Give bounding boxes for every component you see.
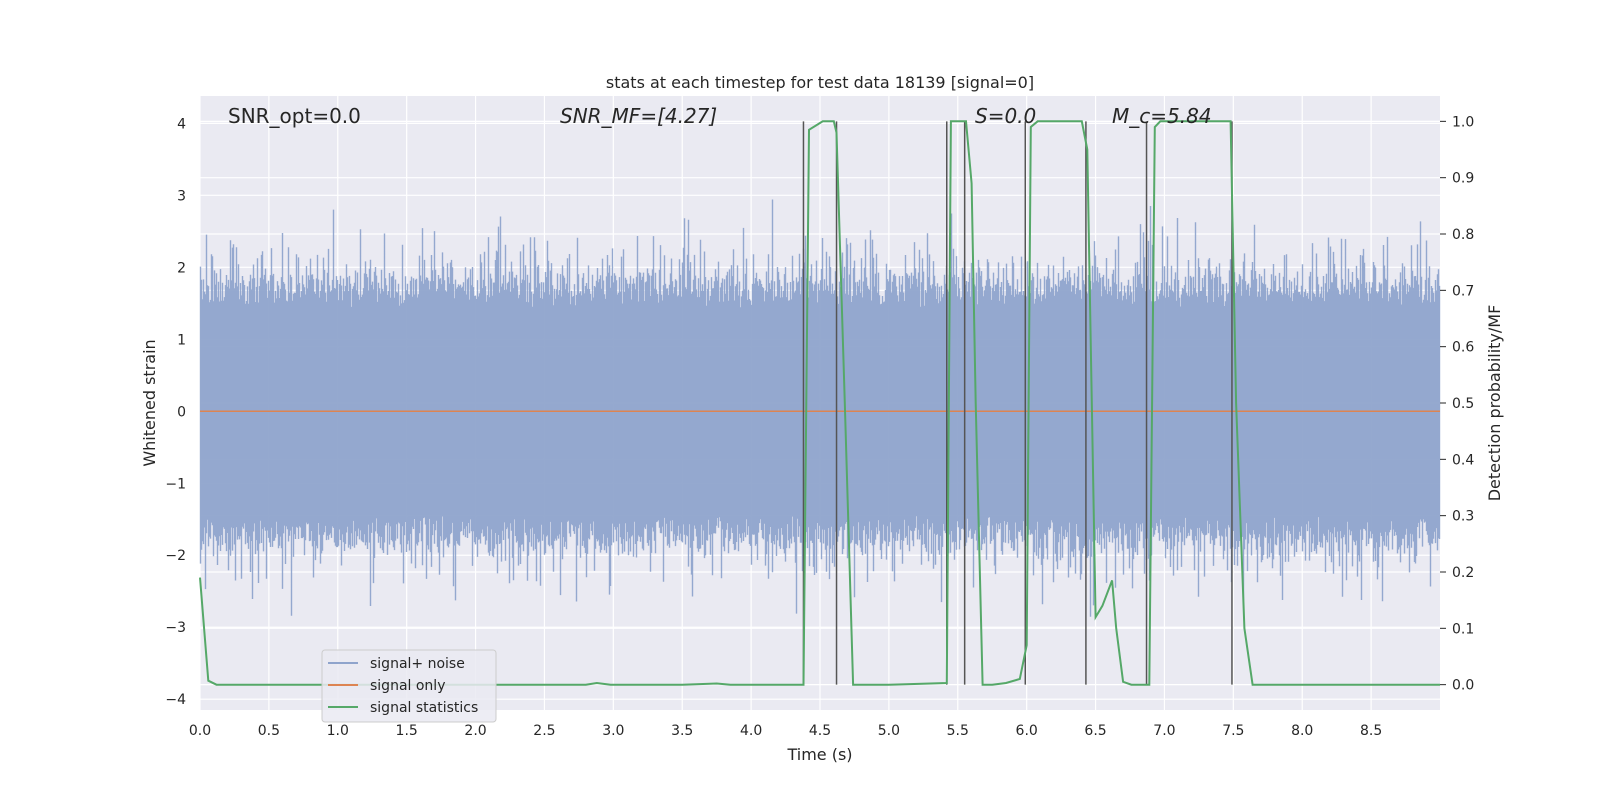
- x-tick-label: 0.5: [258, 723, 280, 739]
- x-tick-label: 4.5: [809, 723, 831, 739]
- annotation-snr-opt: SNR_opt=0.0: [228, 104, 361, 128]
- x-tick-label: 6.5: [1084, 723, 1106, 739]
- x-tick-label: 2.5: [533, 723, 555, 739]
- x-axis-label: Time (s): [786, 745, 852, 764]
- legend: signal+ noise signal only signal statist…: [321, 649, 497, 723]
- y-left-tick-label: −4: [165, 692, 186, 708]
- annotation-mc: M_c=5.84: [1112, 104, 1212, 128]
- chart-title: stats at each timestep for test data 181…: [606, 73, 1034, 92]
- y-left-tick-label: −1: [165, 476, 186, 492]
- y-right-tick-labels: 0.0 0.1 0.2 0.3 0.4 0.5 0.6 0.7 0.8 0.9 1.0: [1440, 114, 1474, 694]
- y-left-tick-label: 4: [177, 116, 186, 132]
- signal-statistics-series: [199, 120, 1440, 686]
- y-right-tick-label: 0.7: [1452, 283, 1474, 299]
- y-right-tick-label: 0.9: [1452, 171, 1474, 187]
- x-tick-label: 4.0: [740, 723, 762, 739]
- legend-box: [321, 649, 497, 723]
- y-right-tick-label: 0.5: [1452, 396, 1474, 412]
- annotation-s: S=0.0: [975, 104, 1036, 128]
- x-tick-label: 0.0: [189, 723, 211, 739]
- x-tick-label: 8.5: [1360, 723, 1382, 739]
- y-left-tick-label: −2: [165, 548, 186, 564]
- y-left-tick-labels: −4 −3 −2 −1 0 1 2 3 4: [165, 116, 186, 708]
- y-right-tick-label: 0.1: [1452, 621, 1474, 637]
- annotation-snr-mf: SNR_MF=[4.27]: [560, 104, 717, 128]
- y-left-tick-label: 1: [177, 332, 186, 348]
- y-right-tick-label: 0.6: [1452, 340, 1474, 356]
- x-tick-label: 5.5: [947, 723, 969, 739]
- x-tick-label: 3.5: [671, 723, 693, 739]
- y-right-tick-label: 0.4: [1452, 452, 1474, 468]
- y-right-tick-label: 0.3: [1452, 509, 1474, 525]
- y-right-axis-label: Detection probability/MF: [1485, 305, 1504, 502]
- x-tick-label: 7.0: [1153, 723, 1175, 739]
- y-right-tick-label: 0.0: [1452, 678, 1474, 694]
- y-left-tick-label: 2: [177, 260, 186, 276]
- y-right-tick-label: 0.8: [1452, 227, 1474, 243]
- x-tick-label: 3.0: [602, 723, 624, 739]
- y-right-tick-label: 1.0: [1452, 114, 1474, 130]
- y-left-axis-label: Whitened strain: [140, 339, 159, 466]
- x-tick-label: 5.0: [878, 723, 900, 739]
- legend-label-signal-only: signal only: [370, 678, 445, 694]
- x-tick-label: 7.5: [1222, 723, 1244, 739]
- x-tick-label: 8.0: [1291, 723, 1313, 739]
- y-left-tick-label: 0: [177, 404, 186, 420]
- y-right-tick-label: 0.2: [1452, 565, 1474, 581]
- x-tick-labels: 0.0 0.5 1.0 1.5 2.0 2.5 3.0 3.5 4.0 4.5 5.0 5.5 6.0 6…: [189, 723, 1382, 739]
- legend-label-statistics: signal statistics: [370, 700, 478, 716]
- x-tick-label: 1.5: [396, 723, 418, 739]
- x-tick-label: 6.0: [1016, 723, 1038, 739]
- y-left-tick-label: 3: [177, 188, 186, 204]
- legend-label-noise: signal+ noise: [370, 656, 465, 672]
- y-left-tick-label: −3: [165, 620, 186, 636]
- x-tick-label: 2.0: [464, 723, 486, 739]
- x-tick-label: 1.0: [327, 723, 349, 739]
